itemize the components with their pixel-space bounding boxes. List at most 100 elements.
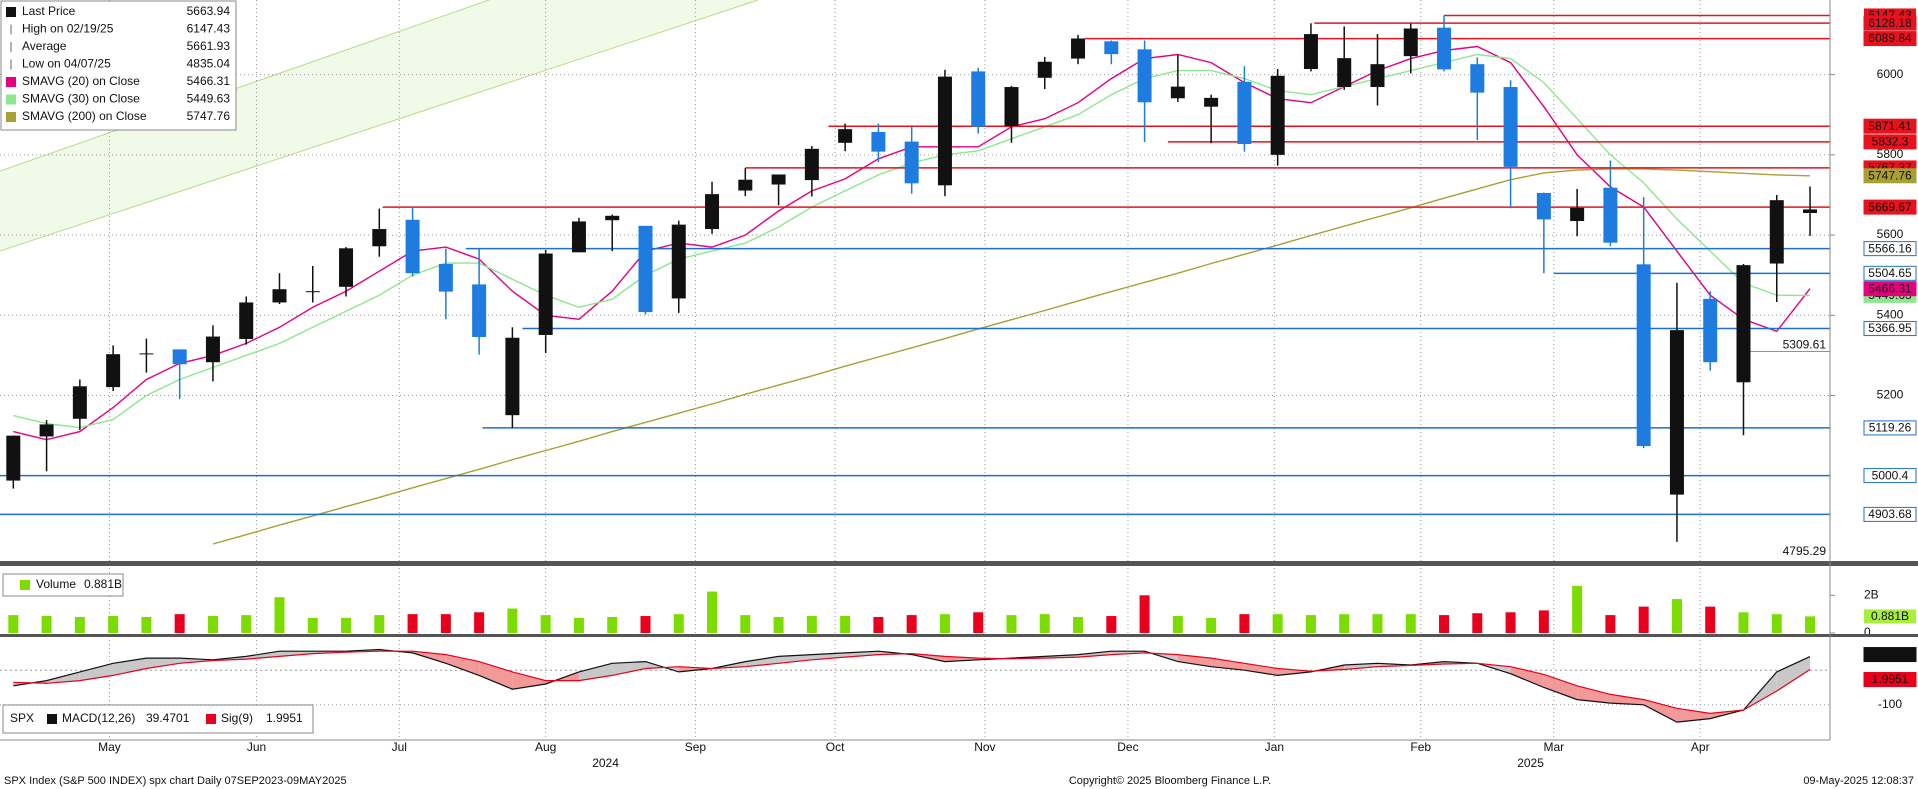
- candle-body: [106, 354, 121, 388]
- volume-bar: [1605, 615, 1616, 633]
- level-label: 5309.61: [1783, 338, 1827, 352]
- volume-bar: [640, 616, 651, 633]
- y-tick-label: 2B: [1864, 587, 1879, 601]
- level-label: 4903.68: [1868, 507, 1912, 521]
- volume-bar: [1206, 617, 1217, 633]
- y-tick-label: 5600: [1877, 227, 1904, 241]
- candle-body: [1004, 87, 1019, 126]
- volume-bar: [1805, 616, 1816, 633]
- volume-bar: [1106, 616, 1117, 633]
- y-tick-label: 5200: [1877, 388, 1904, 402]
- volume-bar: [1538, 610, 1549, 633]
- legend-label: MACD(12,26): [62, 711, 135, 725]
- legend-label: SMAVG (30) on Close: [22, 92, 140, 106]
- candle-body: [838, 129, 853, 143]
- x-tick-label: Apr: [1691, 740, 1710, 754]
- volume-bar: [707, 591, 718, 633]
- macd-fill: [479, 661, 513, 690]
- ma-label-box: [1863, 281, 1917, 297]
- macd-fill: [179, 658, 213, 664]
- volume-bar: [840, 616, 851, 633]
- candle-body: [1570, 207, 1585, 222]
- legend-swatch: [6, 112, 16, 122]
- legend-value: 5661.93: [187, 39, 231, 53]
- volume-bar: [207, 616, 218, 633]
- legend-label: Low on 04/07/25: [22, 57, 111, 71]
- volume-bar: [1372, 614, 1383, 633]
- candle-body: [1204, 97, 1219, 107]
- volume-bar: [8, 615, 19, 633]
- candle-body: [638, 225, 653, 313]
- x-tick-label: Dec: [1117, 740, 1138, 754]
- y-tick-label: 5400: [1877, 307, 1904, 321]
- volume-bar: [1671, 599, 1682, 633]
- macd-fill: [445, 654, 480, 676]
- legend-swatch: [206, 714, 216, 724]
- macd-label-box: [1863, 647, 1917, 663]
- candle-body: [1104, 41, 1119, 55]
- volume-bar: [1439, 615, 1450, 633]
- level-label-box: [1863, 468, 1917, 484]
- candle-body: [1636, 264, 1651, 447]
- channel: [0, 0, 759, 252]
- candle-body: [771, 174, 786, 185]
- candle-body: [1769, 200, 1784, 264]
- candle-body: [605, 215, 620, 221]
- level-label-box: [1863, 420, 1917, 436]
- channel-line: [0, 0, 490, 172]
- level-label: 5119.26: [1869, 421, 1912, 435]
- candle-body: [472, 284, 487, 337]
- footer-center: Copyright© 2025 Bloomberg Finance L.P.: [1069, 775, 1271, 787]
- candle-body: [172, 349, 187, 365]
- candle-body: [1237, 81, 1252, 145]
- footer-left: SPX Index (S&P 500 INDEX) spx chart Dail…: [4, 775, 347, 787]
- candle-body: [39, 424, 54, 437]
- panel-separator: [0, 634, 1918, 637]
- candle-body: [971, 71, 986, 127]
- volume-bar: [1006, 615, 1017, 633]
- volume-label: 0.881B: [1871, 609, 1909, 623]
- candle-body: [1437, 27, 1452, 70]
- legend-label: Volume: [36, 577, 76, 591]
- volume-bar: [141, 616, 152, 633]
- y-tick-label: -100: [1878, 697, 1902, 711]
- signal-label-box: [1863, 672, 1917, 688]
- macd-label: 39.4701: [1868, 647, 1912, 661]
- volume-bar: [973, 612, 984, 633]
- plot-layer: May Jun Jul Aug Sep Oct Nov Dec Jan Feb Mar Apr 2024…: [0, 0, 1917, 770]
- macd-line: [13, 648, 1811, 723]
- volume-bar: [1172, 616, 1183, 633]
- legend-value: 1.9951: [266, 711, 303, 725]
- y-tick-label: 0: [1864, 625, 1871, 639]
- level-label: 5504.65: [1868, 266, 1912, 280]
- volume-bar: [873, 616, 884, 633]
- macd-fill: [745, 656, 779, 667]
- candle-body: [405, 219, 420, 274]
- level-label: 5366.95: [1868, 321, 1912, 335]
- legend-box: [2, 573, 124, 597]
- macd-line: [13, 650, 1811, 715]
- candle-body: [305, 291, 320, 293]
- ma-label-box: [1863, 168, 1917, 184]
- x-tick-label: Jan: [1265, 740, 1284, 754]
- volume-bar: [1505, 612, 1516, 633]
- volume-bar: [507, 608, 518, 633]
- candle-body: [139, 353, 154, 355]
- y-tick-label: 6000: [1877, 67, 1904, 81]
- candle-body: [438, 263, 453, 292]
- level-label-box: [1863, 241, 1917, 257]
- macd-fill: [1078, 651, 1112, 658]
- level-label-box: [1863, 118, 1917, 134]
- volume-bar: [41, 616, 52, 633]
- level-label: 5832.3: [1872, 135, 1909, 149]
- level-label-box: [1863, 134, 1917, 150]
- level-label: 5669.67: [1868, 200, 1912, 214]
- volume-bar: [341, 617, 352, 633]
- x-tick-label: Aug: [535, 740, 556, 754]
- candle-body: [372, 229, 387, 247]
- year-label: 2025: [1517, 756, 1544, 770]
- x-tick-label: Jul: [392, 740, 407, 754]
- x-tick-label: Oct: [826, 740, 845, 754]
- volume-bar: [1139, 595, 1150, 633]
